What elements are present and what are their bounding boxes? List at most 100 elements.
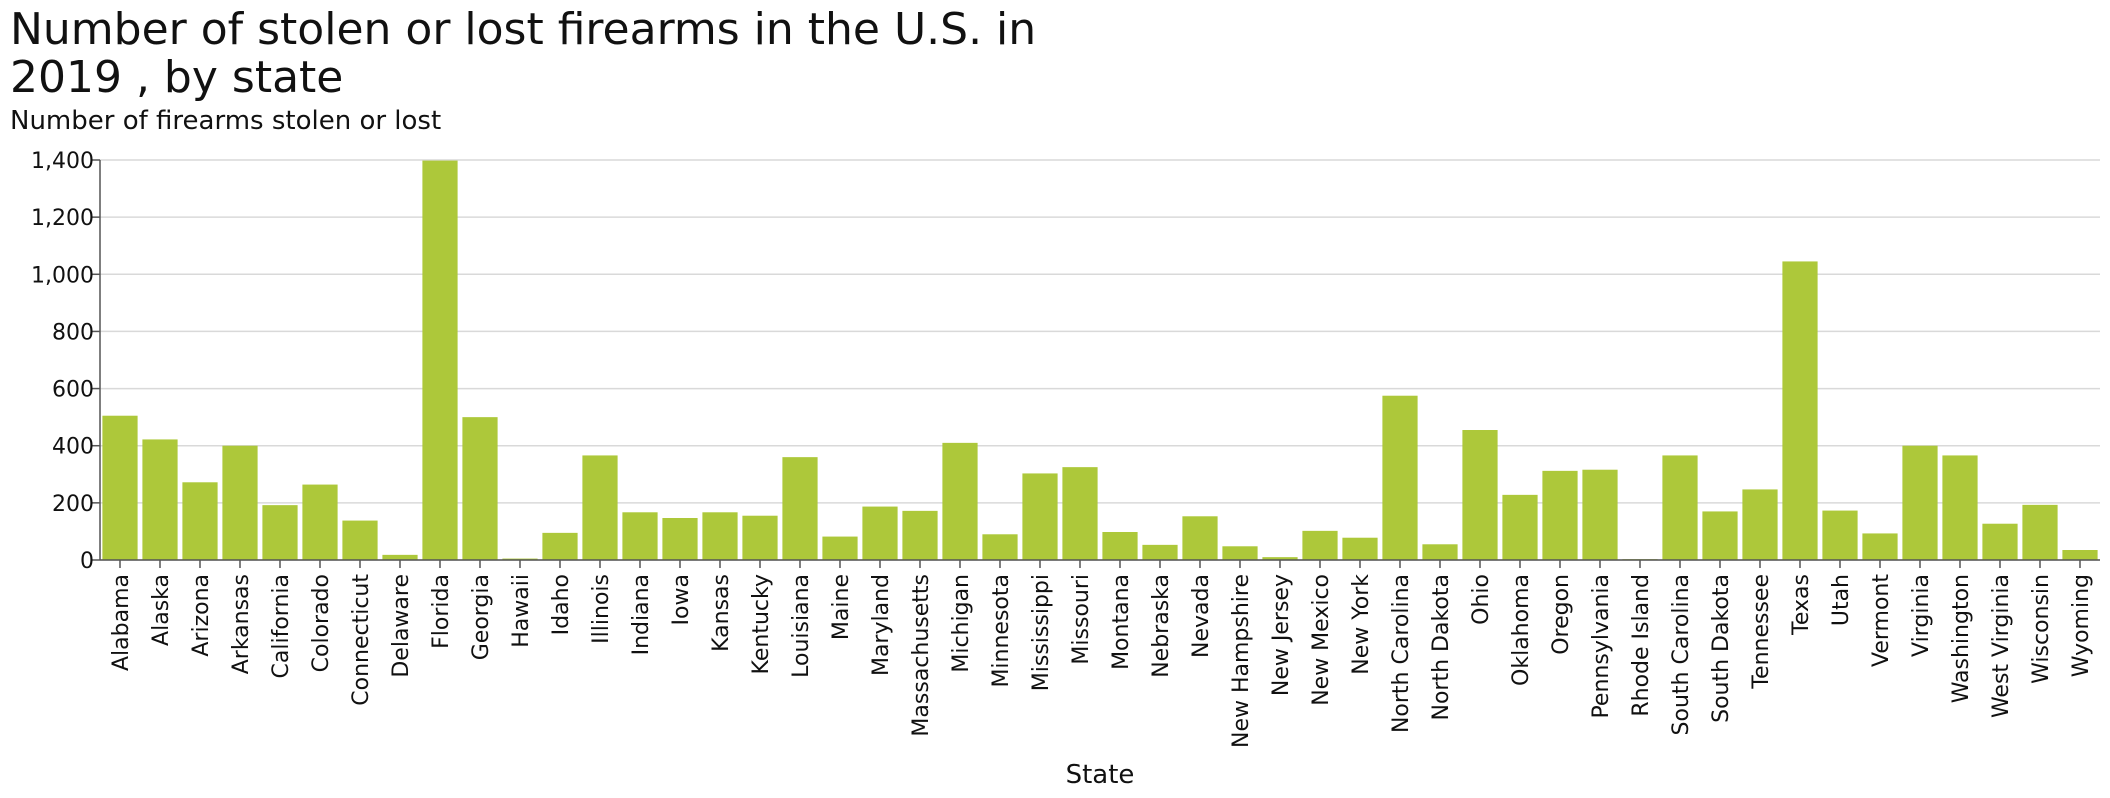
bar [622, 512, 658, 560]
bar [462, 417, 498, 560]
bar [1222, 546, 1258, 560]
bar [182, 482, 218, 560]
x-tick-label: Texas [1789, 574, 1814, 636]
x-tick-label: Pennsylvania [1589, 574, 1614, 719]
bar [902, 510, 938, 560]
x-tick-label: North Carolina [1389, 574, 1414, 733]
x-axis-title: State [1066, 760, 1135, 790]
x-tick-label: Mississippi [1029, 574, 1054, 691]
bar [742, 515, 778, 560]
x-tick-label: Rhode Island [1629, 574, 1654, 717]
x-tick-label: Hawaii [509, 574, 534, 648]
bar [1742, 489, 1778, 560]
y-tick-label: 1,000 [31, 263, 94, 288]
chart-title: Number of stolen or lost firearms in the… [10, 4, 1037, 103]
x-tick-label: Wisconsin [2029, 574, 2054, 684]
x-tick-label: Montana [1109, 574, 1134, 670]
x-tick-label: Alabama [109, 574, 134, 671]
bar [1502, 494, 1538, 560]
x-tick-label: Idaho [549, 574, 574, 635]
bar [422, 160, 458, 561]
bar [662, 518, 698, 560]
y-axis-ticks: 0 200 400 600 800 1,000 1,200 1,400 [31, 149, 100, 574]
x-tick-label: Minnesota [989, 574, 1014, 688]
bar [1542, 470, 1578, 560]
y-tick-label: 200 [52, 492, 94, 517]
x-tick-label: Oklahoma [1509, 574, 1534, 686]
x-tick-label: Florida [429, 574, 454, 649]
x-tick-label: Vermont [1869, 574, 1894, 667]
y-tick-label: 1,400 [31, 149, 94, 174]
x-tick-label: Arizona [189, 574, 214, 657]
x-tick-label: Delaware [389, 574, 414, 678]
axes [99, 160, 2100, 561]
x-tick-label: New York [1349, 574, 1374, 675]
bar [1782, 261, 1818, 560]
x-tick-label: Wyoming [2069, 574, 2094, 677]
bar [942, 442, 978, 560]
bar [1582, 469, 1618, 560]
bar [262, 505, 298, 560]
x-tick-label: Georgia [469, 574, 494, 660]
y-tick-label: 1,200 [31, 206, 94, 231]
x-tick-label: West Virginia [1989, 574, 2014, 718]
x-tick-label: Indiana [629, 574, 654, 655]
bar [1822, 510, 1858, 560]
bar [1262, 557, 1298, 560]
x-tick-label: Virginia [1909, 574, 1934, 657]
bar [1342, 537, 1378, 560]
bar [1182, 516, 1218, 560]
bar [2022, 504, 2058, 560]
x-tick-label: Maine [829, 574, 854, 640]
bar [1462, 430, 1498, 560]
x-tick-label: New Hampshire [1229, 574, 1254, 748]
x-axis-ticks: Alabama Alaska Arizona Arkansas California Co… [109, 560, 2094, 748]
x-tick-label: South Dakota [1709, 574, 1734, 723]
bar [1942, 455, 1978, 560]
bar [1862, 533, 1898, 560]
x-tick-label: Washington [1949, 574, 1974, 703]
bar [1702, 511, 1738, 560]
bar [822, 536, 858, 560]
x-tick-label: Kansas [709, 574, 734, 652]
chart-subtitle: Number of firearms stolen or lost [10, 106, 442, 136]
x-tick-label: South Carolina [1669, 574, 1694, 735]
bar [1422, 544, 1458, 560]
bar [1302, 530, 1338, 560]
bar [222, 445, 258, 560]
x-tick-label: Nevada [1189, 574, 1214, 658]
x-tick-label: Colorado [309, 574, 334, 672]
x-tick-label: Tennessee [1749, 574, 1774, 690]
y-tick-label: 0 [80, 549, 94, 574]
bar [382, 554, 418, 560]
x-tick-label: Connecticut [349, 574, 374, 706]
x-tick-label: Massachusetts [909, 574, 934, 737]
bar [102, 415, 138, 560]
x-tick-label: Maryland [869, 574, 894, 676]
x-tick-label: New Jersey [1269, 574, 1294, 696]
x-tick-label: Oregon [1549, 574, 1574, 655]
bars [102, 160, 2098, 561]
y-tick-label: 400 [52, 435, 94, 460]
bar [2062, 550, 2098, 560]
bar [782, 457, 818, 560]
x-tick-label: Utah [1829, 574, 1854, 626]
bar [1022, 473, 1058, 560]
bar [542, 532, 578, 560]
bar [862, 506, 898, 560]
bar [302, 484, 338, 560]
x-tick-label: Nebraska [1149, 574, 1174, 678]
bar [982, 534, 1018, 560]
x-tick-label: Michigan [949, 574, 974, 673]
bar [582, 455, 618, 560]
x-tick-label: California [269, 574, 294, 678]
x-tick-label: Alaska [149, 574, 174, 646]
bar [142, 439, 178, 560]
x-tick-label: Ohio [1469, 574, 1494, 625]
x-tick-label: Iowa [669, 574, 694, 625]
x-tick-label: New Mexico [1309, 574, 1334, 706]
bar [342, 520, 378, 560]
bar [1102, 532, 1138, 560]
bar [1382, 395, 1418, 560]
